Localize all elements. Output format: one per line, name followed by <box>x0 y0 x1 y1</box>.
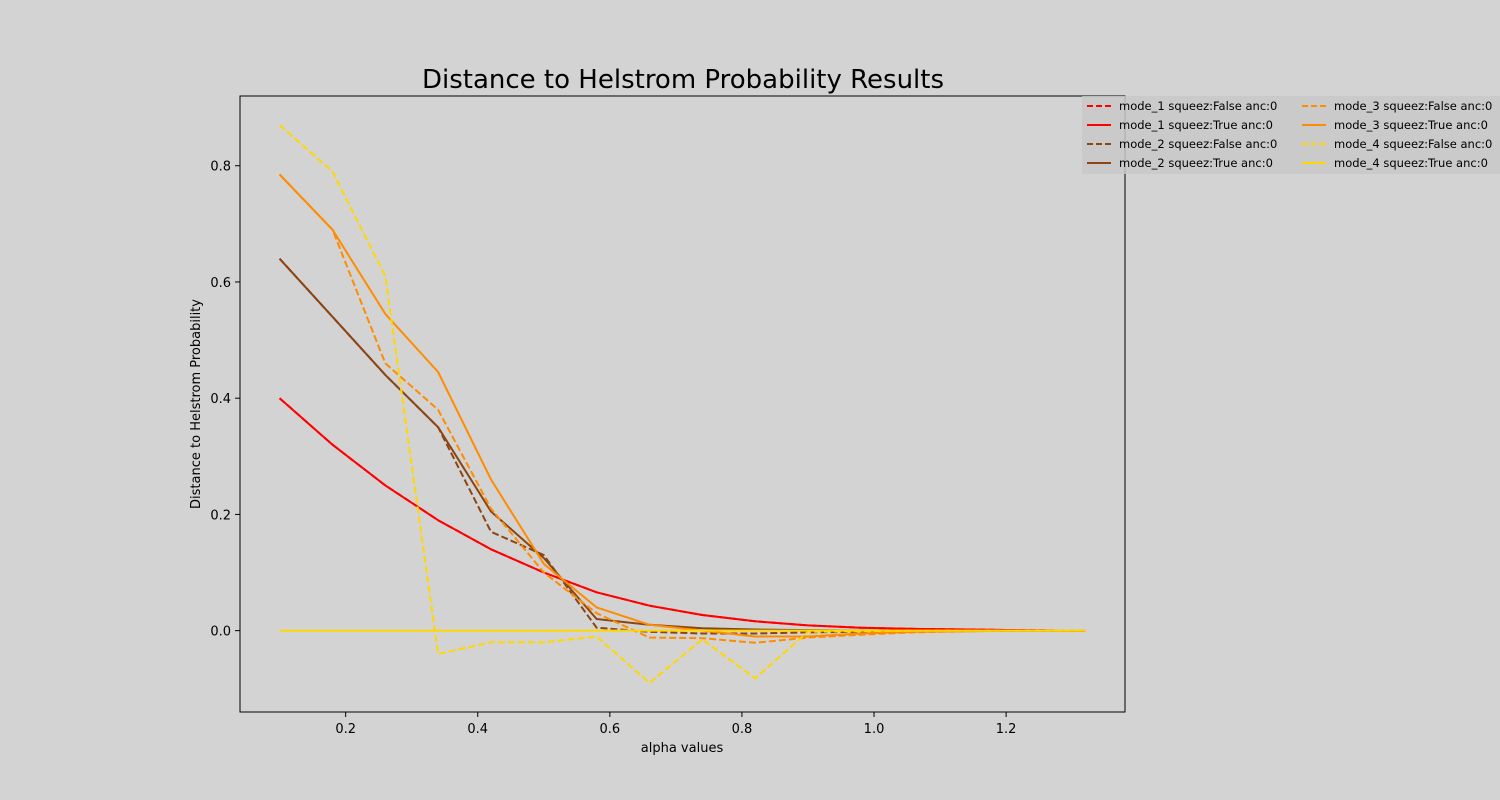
legend-entry-label: mode_1 squeez:False anc:0 <box>1119 99 1277 113</box>
legend: mode_1 squeez:False anc:0 mode_1 squeez:T… <box>1082 96 1500 174</box>
legend-entry-label: mode_4 squeez:True anc:0 <box>1334 156 1488 170</box>
x-tick-label: 1.2 <box>996 722 1017 737</box>
y-axis-label: Distance to Helstrom Probability <box>189 299 204 509</box>
x-axis: 0.2 0.4 0.6 0.8 1.0 1.2 <box>335 712 1016 737</box>
axes-frame <box>239 95 1126 713</box>
plot-area <box>239 95 1126 713</box>
y-tick-label: 0.2 <box>210 508 231 523</box>
y-axis: 0.0 0.2 0.4 0.6 0.8 <box>210 160 240 640</box>
legend-entry-label: mode_3 squeez:True anc:0 <box>1334 118 1488 132</box>
legend-entry-label: mode_2 squeez:False anc:0 <box>1119 137 1277 151</box>
legend-entry-label: mode_3 squeez:False anc:0 <box>1334 99 1492 113</box>
x-axis-label: alpha values <box>641 741 724 756</box>
x-tick-label: 0.8 <box>732 722 753 737</box>
x-tick-label: 0.2 <box>335 722 356 737</box>
legend-entry-label: mode_4 squeez:False anc:0 <box>1334 137 1492 151</box>
x-tick-label: 1.0 <box>864 722 885 737</box>
chart-title: Distance to Helstrom Probability Results <box>422 65 944 95</box>
series-line-7 <box>278 124 1086 684</box>
y-tick-label: 0.4 <box>210 392 231 407</box>
legend-entry-label: mode_2 squeez:True anc:0 <box>1119 156 1273 170</box>
legend-entry-label: mode_1 squeez:True anc:0 <box>1119 118 1273 132</box>
y-tick-label: 0.0 <box>210 625 231 640</box>
x-tick-label: 0.6 <box>600 722 621 737</box>
y-tick-label: 0.8 <box>210 160 231 175</box>
legend-box <box>1082 96 1500 174</box>
x-tick-label: 0.4 <box>467 722 488 737</box>
series-group <box>278 124 1086 684</box>
y-tick-label: 0.6 <box>210 276 231 291</box>
